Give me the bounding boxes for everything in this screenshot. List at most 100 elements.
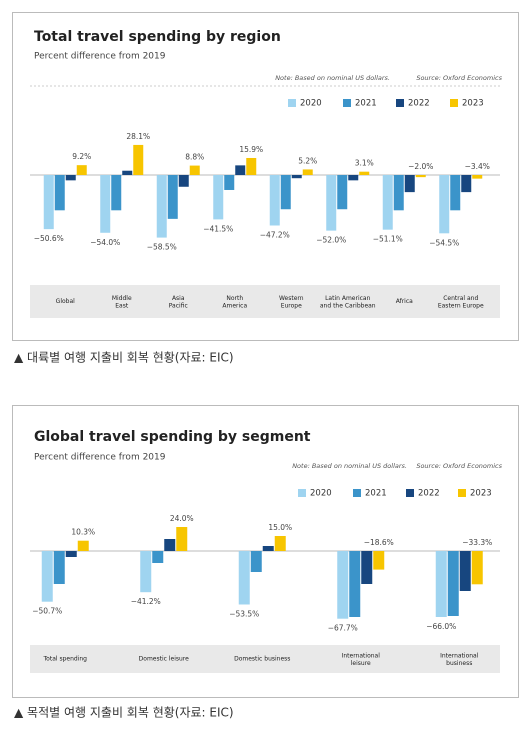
value-label: 15.0%: [268, 523, 292, 532]
x-tick-label: Domestic business: [234, 656, 290, 663]
bar: [213, 175, 224, 220]
bar: [472, 175, 483, 179]
label-line: Eastern Europe: [438, 302, 484, 309]
legend-label: 2021: [355, 99, 377, 109]
legend-label: 2023: [470, 489, 492, 499]
x-tick-label: Domestic leisure: [139, 656, 189, 663]
caption: ▲ 대륙별 여행 지출비 회복 현황(자료: EIC): [14, 350, 234, 365]
legend-swatch: [450, 99, 458, 107]
category-band: [30, 285, 500, 318]
bar: [274, 536, 286, 551]
value-label: −33.3%: [462, 538, 492, 547]
value-label: −52.0%: [316, 236, 346, 245]
value-label: −51.1%: [373, 235, 403, 244]
bar: [152, 551, 164, 563]
bar: [373, 551, 385, 570]
legend-label: 2021: [365, 489, 387, 499]
bar: [269, 175, 280, 226]
bar: [337, 551, 349, 619]
bar: [235, 165, 246, 175]
bar: [280, 175, 291, 210]
bar: [100, 175, 111, 233]
value-label: 9.2%: [72, 152, 91, 161]
category-band: [30, 645, 500, 673]
value-label: 3.1%: [355, 159, 374, 168]
bar: [156, 175, 167, 238]
bar: [447, 551, 459, 616]
legend-swatch: [288, 99, 296, 107]
label-line: Central and: [443, 294, 478, 301]
bar: [246, 157, 257, 175]
legend-label: 2020: [300, 99, 322, 109]
value-label: 15.9%: [239, 145, 263, 154]
bar: [348, 175, 359, 181]
chart-title: Total travel spending by region: [34, 29, 281, 45]
x-tick-label: International leisure: [342, 652, 381, 667]
bar: [122, 170, 133, 175]
legend-label: 2022: [418, 489, 440, 499]
x-tick-label: Total spending: [43, 656, 88, 663]
bar: [461, 175, 472, 193]
legend-swatch: [406, 489, 414, 497]
legend-swatch: [353, 489, 361, 497]
bar: [133, 144, 144, 175]
bar: [65, 175, 76, 181]
value-label: −54.5%: [429, 238, 459, 247]
value-label: −3.4%: [465, 162, 490, 171]
value-label: −53.5%: [229, 610, 259, 619]
label-line: International: [342, 652, 381, 659]
bar: [77, 540, 89, 551]
chart-title: Global travel spending by segment: [34, 429, 311, 445]
x-tick-label: Latin American and the Caribbean: [320, 294, 376, 309]
bar: [65, 551, 77, 557]
bar: [76, 165, 87, 175]
bar: [439, 175, 450, 234]
bar: [349, 551, 361, 617]
bar: [140, 551, 152, 593]
caption: ▲ 목적별 여행 지출비 회복 현황(자료: EIC): [14, 705, 234, 720]
bar: [189, 165, 200, 175]
note: Note: Based on nominal US dollars.: [292, 462, 407, 470]
bar: [167, 175, 178, 219]
bar: [404, 175, 415, 193]
bar: [238, 551, 250, 605]
bar: [459, 551, 471, 591]
label-line: Latin American: [325, 294, 370, 301]
bar: [43, 175, 54, 230]
x-tick-label: Asia Pacific: [169, 294, 188, 309]
bar: [359, 171, 370, 175]
label-line: leisure: [351, 659, 371, 666]
bar: [435, 551, 447, 617]
value-label: −50.7%: [32, 607, 62, 616]
value-label: −54.0%: [90, 238, 120, 247]
value-label: −50.6%: [34, 234, 64, 243]
value-label: −18.6%: [364, 538, 394, 547]
source: Source: Oxford Economics: [416, 462, 502, 470]
chart-subtitle: Percent difference from 2019: [34, 453, 166, 463]
x-tick-label: Middle East: [112, 294, 132, 309]
value-label: 28.1%: [126, 132, 150, 141]
legend-label: 2022: [408, 99, 430, 109]
bar: [262, 546, 274, 551]
value-label: −47.2%: [260, 231, 290, 240]
value-label: 5.2%: [298, 156, 317, 165]
value-label: −66.0%: [426, 622, 456, 631]
bar: [178, 175, 189, 187]
value-label: −58.5%: [147, 243, 177, 252]
value-label: −41.5%: [203, 224, 233, 233]
bar: [53, 551, 65, 584]
x-tick-label: Central and Eastern Europe: [438, 294, 484, 309]
label-line: Asia: [172, 294, 185, 301]
bar: [415, 175, 426, 178]
chart-subtitle: Percent difference from 2019: [34, 52, 166, 62]
source: Source: Oxford Economics: [416, 74, 502, 82]
x-tick-label: North America: [222, 294, 247, 309]
value-label: 10.3%: [71, 528, 95, 537]
label-line: Pacific: [169, 302, 188, 309]
x-tick-label: International business: [440, 652, 479, 667]
bar: [164, 539, 176, 551]
value-label: −67.7%: [328, 624, 358, 633]
bar: [291, 175, 302, 179]
bar: [382, 175, 393, 230]
